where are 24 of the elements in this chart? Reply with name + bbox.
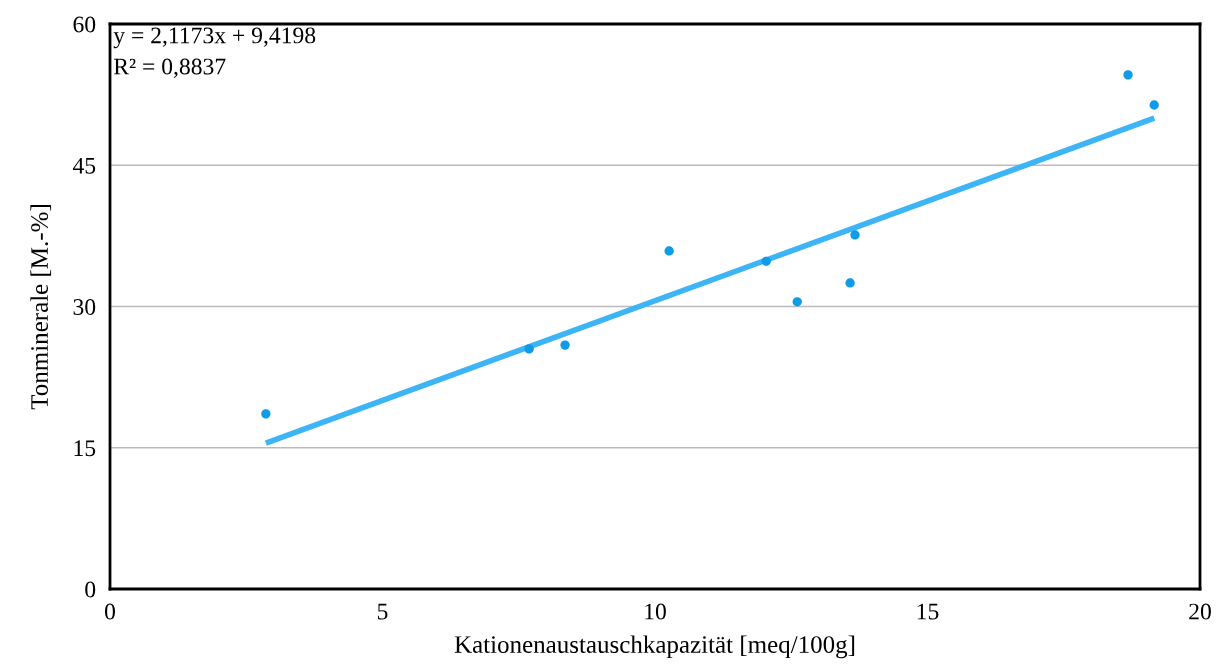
point [560,340,570,350]
point [761,256,771,266]
y-tick-label: 60 [73,16,96,33]
point [792,297,802,307]
x-tick-label: 0 [105,603,115,620]
y-tick-label: 15 [74,440,96,457]
x-tick-label: 5 [377,603,388,620]
point [845,278,855,288]
point [524,344,534,354]
y-tick-label: 0 [85,581,96,598]
y-axis-title: Tonminerale [M.-%] [30,205,52,410]
y-tick-label: 30 [73,298,96,315]
x-axis-title: Kationenaustauschkapazität [meq/100g] [454,635,855,659]
x-tick-label: 10 [645,603,666,620]
point [850,230,860,240]
point [664,246,674,256]
annotation: R² = 0,8837 [113,58,226,78]
x-tick-label: 20 [1189,603,1211,620]
point [261,409,271,419]
y-tick-label: 45 [72,157,96,174]
annotation: y = 2,1173x + 9,4198 [113,27,316,49]
point [1149,100,1159,110]
x-tick-label: 15 [917,603,939,620]
point [1123,70,1133,80]
